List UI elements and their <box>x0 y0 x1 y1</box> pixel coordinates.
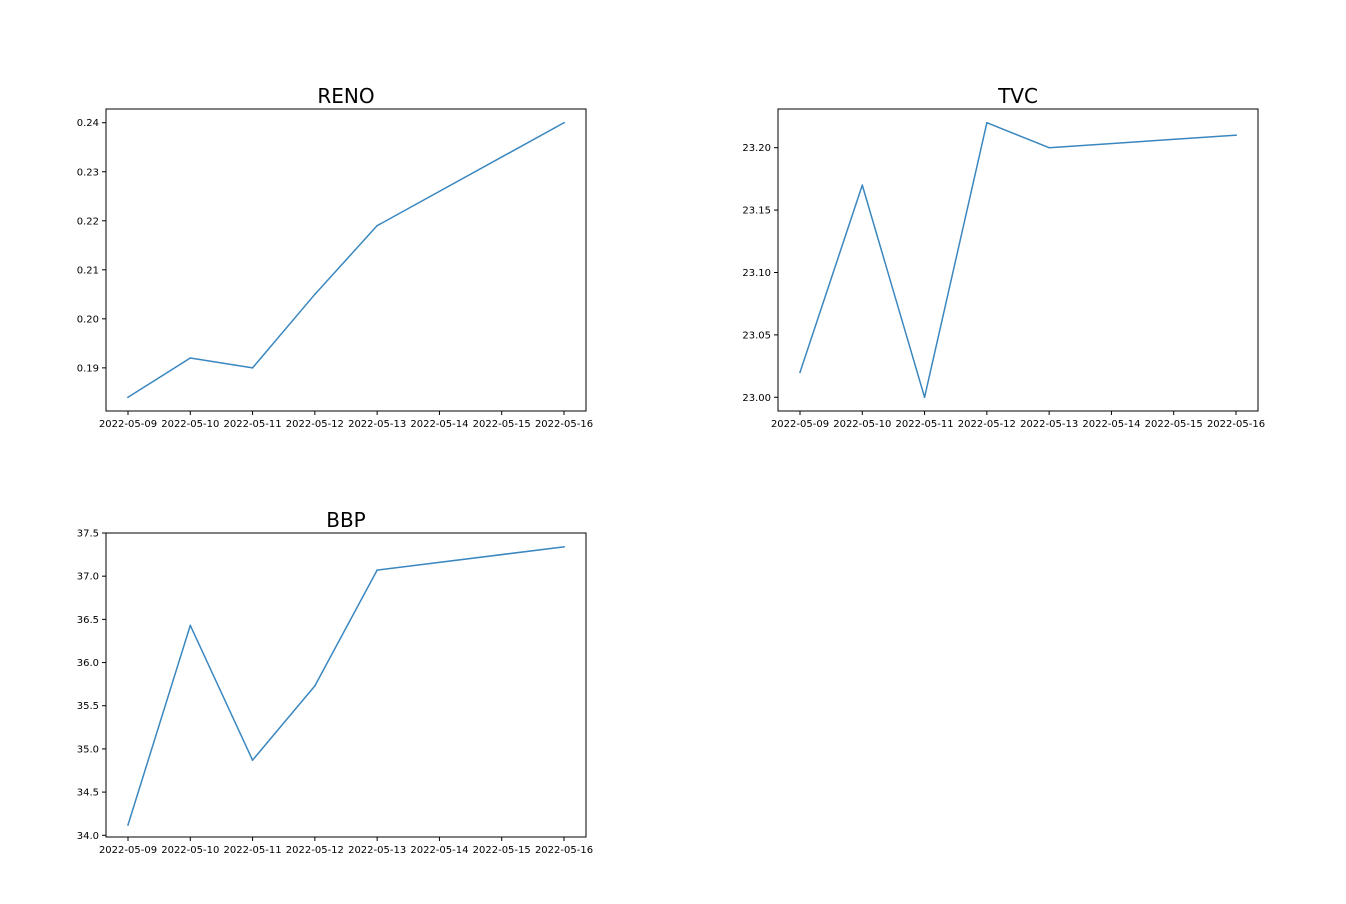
axes-frame <box>105 108 587 412</box>
x-tick-label: 2022-05-15 <box>473 845 531 856</box>
data-point <box>314 685 316 687</box>
data-point <box>563 121 565 124</box>
data-point <box>1235 134 1237 137</box>
y-tick-label: 34.5 <box>77 788 99 799</box>
y-tick-label: 23.15 <box>742 206 771 217</box>
subplot-reno: RENO 2022-05-09 2022-05-10 2022-05-11 2022-0… <box>77 84 593 430</box>
y-tick-label: 0.22 <box>77 216 99 227</box>
axes-frame <box>105 532 587 838</box>
y-tick-label: 0.19 <box>77 363 99 374</box>
x-tick-label: 2022-05-09 <box>99 845 157 856</box>
subplot-bbp: BBP 2022-05-09 2022-05-10 2022-05-11 2022-05… <box>77 508 593 856</box>
x-tick-label: 2022-05-10 <box>161 845 219 856</box>
series-line <box>799 121 1237 399</box>
series-line <box>126 121 566 399</box>
x-tick-label: 2022-05-14 <box>1082 419 1140 430</box>
axes-frame <box>777 108 1259 412</box>
x-tick-label: 2022-05-13 <box>1020 419 1078 430</box>
y-tick-label: 37.0 <box>77 572 99 583</box>
x-tick-label: 2022-05-13 <box>348 419 406 430</box>
data-point <box>127 824 129 826</box>
y-tick-label: 35.0 <box>77 744 99 755</box>
data-point <box>189 624 192 627</box>
y-tick-label: 23.20 <box>742 143 771 154</box>
x-tick-label: 2022-05-09 <box>771 419 829 430</box>
x-tick-label: 2022-05-15 <box>1145 419 1203 430</box>
chart-title: TVC <box>997 84 1038 108</box>
y-tick-label: 0.20 <box>77 314 99 325</box>
x-tick-label: 2022-05-10 <box>833 419 891 430</box>
data-point <box>127 396 129 399</box>
y-tick-label: 0.24 <box>77 118 99 129</box>
chart-title: RENO <box>317 84 374 108</box>
x-tick-label: 2022-05-13 <box>348 845 406 856</box>
x-tick-label: 2022-05-11 <box>896 419 954 430</box>
x-tick-label: 2022-05-14 <box>410 845 468 856</box>
x-tick-label: 2022-05-11 <box>224 845 282 856</box>
data-point <box>986 121 988 124</box>
x-tick-label: 2022-05-15 <box>473 419 531 430</box>
x-tick-label: 2022-05-09 <box>99 419 157 430</box>
y-tick-label: 23.00 <box>742 393 771 404</box>
x-tick-label: 2022-05-11 <box>224 419 282 430</box>
x-tick-label: 2022-05-16 <box>1207 419 1265 430</box>
data-point <box>1048 146 1050 149</box>
data-point <box>563 546 565 548</box>
data-point <box>376 569 378 571</box>
x-tick-label: 2022-05-12 <box>286 419 344 430</box>
y-tick-label: 36.0 <box>77 658 99 669</box>
y-tick-label: 34.0 <box>77 831 99 842</box>
y-tick-label: 0.21 <box>77 265 99 276</box>
data-point <box>799 371 801 374</box>
x-tick-label: 2022-05-12 <box>286 845 344 856</box>
y-tick-label: 0.23 <box>77 167 99 178</box>
x-tick-label: 2022-05-16 <box>535 845 593 856</box>
data-point <box>314 293 316 296</box>
data-point <box>251 367 254 369</box>
y-tick-label: 23.05 <box>742 330 771 341</box>
data-point <box>189 357 192 359</box>
data-point <box>376 224 378 227</box>
x-tick-label: 2022-05-14 <box>410 419 468 430</box>
y-tick-label: 36.5 <box>77 615 99 626</box>
subplot-tvc: TVC 2022-05-09 2022-05-10 2022-05-11 2022-05… <box>742 84 1265 430</box>
x-tick-label: 2022-05-12 <box>958 419 1016 430</box>
chart-title: BBP <box>326 508 366 532</box>
y-tick-label: 23.10 <box>742 268 771 279</box>
x-tick-label: 2022-05-16 <box>535 419 593 430</box>
data-point <box>923 396 926 399</box>
data-point <box>251 759 254 761</box>
y-tick-label: 37.5 <box>77 529 99 540</box>
y-tick-label: 35.5 <box>77 701 99 712</box>
x-tick-label: 2022-05-10 <box>161 419 219 430</box>
data-point <box>861 184 864 186</box>
series-line <box>127 545 565 826</box>
